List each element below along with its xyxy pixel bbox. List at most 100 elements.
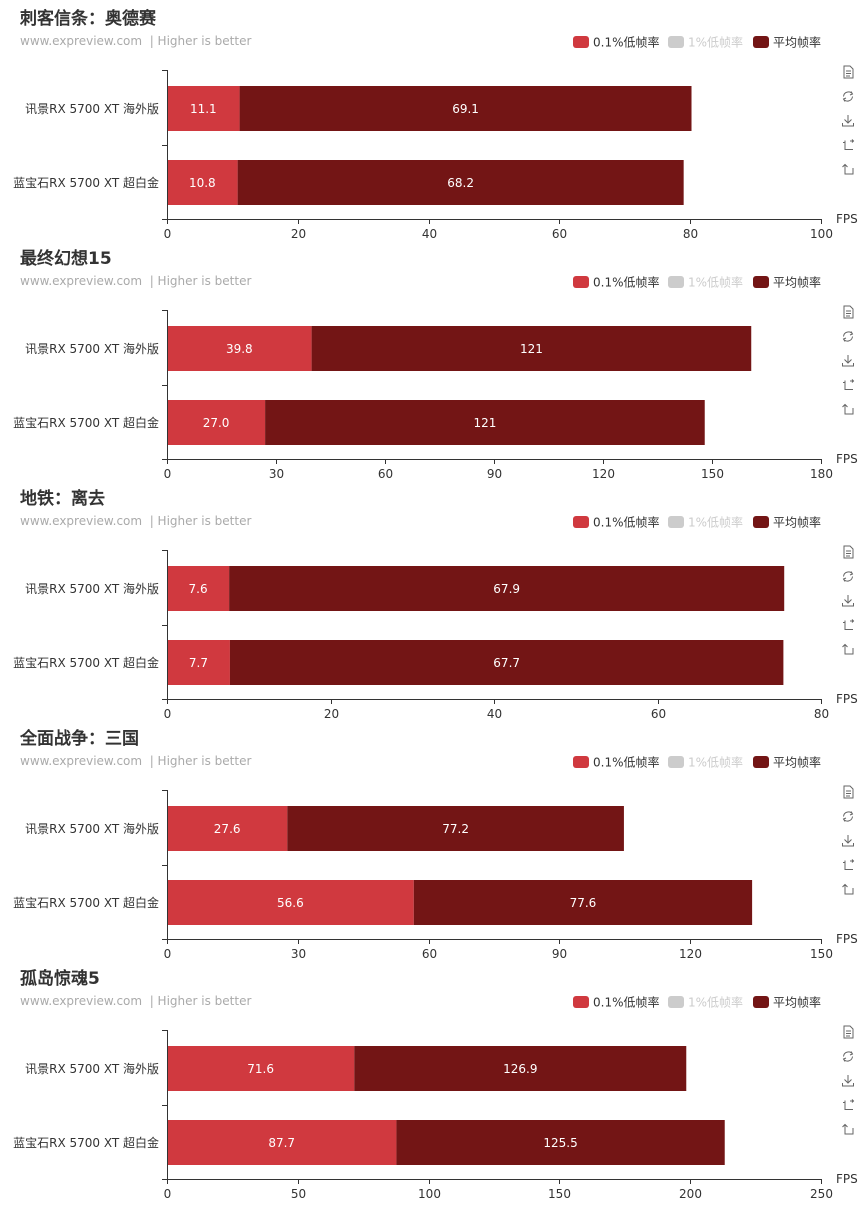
restore-icon[interactable]: [842, 331, 854, 342]
zoom-reset-icon[interactable]: [842, 403, 854, 415]
legend-item[interactable]: 0.1%低帧率: [573, 515, 660, 530]
legend-item[interactable]: 1%低帧率: [668, 35, 743, 50]
zoom-reset-icon[interactable]: [842, 163, 854, 175]
legend-item[interactable]: 平均帧率: [753, 995, 821, 1010]
zoom-icon[interactable]: [843, 1099, 855, 1110]
bar-value-label: 126.9: [503, 1062, 537, 1076]
bar-segment[interactable]: [229, 640, 784, 685]
data-view-icon[interactable]: [843, 1025, 854, 1039]
bar-segment[interactable]: [265, 400, 705, 445]
legend-item[interactable]: 平均帧率: [753, 35, 821, 50]
bar-segment[interactable]: [396, 1120, 725, 1165]
data-view-icon[interactable]: [843, 545, 854, 559]
bar-segment[interactable]: [167, 400, 266, 445]
restore-icon[interactable]: [842, 571, 854, 582]
legend-item[interactable]: 1%低帧率: [668, 755, 743, 770]
bar-value-label: 121: [473, 416, 496, 430]
bar-segment[interactable]: [354, 1046, 687, 1091]
bar-segment[interactable]: [167, 566, 230, 611]
x-tick-label: 150: [810, 947, 833, 960]
category-label: 蓝宝石RX 5700 XT 超白金: [13, 175, 159, 190]
bar-segment[interactable]: [167, 326, 312, 371]
legend-item[interactable]: 1%低帧率: [668, 995, 743, 1010]
bar-segment[interactable]: [229, 566, 785, 611]
x-tick-label: 60: [378, 467, 393, 480]
x-tick-label: 20: [324, 707, 339, 720]
bar-segment[interactable]: [237, 160, 684, 205]
legend: 0.1%低帧率 1%低帧率 平均帧率: [573, 755, 821, 770]
legend-item[interactable]: 平均帧率: [753, 755, 821, 770]
bar-segment[interactable]: [413, 880, 753, 925]
legend-label: 0.1%低帧率: [593, 275, 660, 290]
legend-label: 平均帧率: [773, 275, 821, 290]
bar-segment[interactable]: [167, 806, 288, 851]
legend-swatch: [753, 36, 769, 48]
x-tick-label: 80: [683, 227, 698, 240]
legend-swatch: [668, 756, 684, 768]
restore-icon[interactable]: [842, 91, 854, 102]
zoom-icon[interactable]: [843, 139, 855, 150]
legend-item[interactable]: 平均帧率: [753, 275, 821, 290]
chart-block: 地铁：离去 www.expreview.com | Higher is bette…: [0, 480, 865, 720]
legend-item[interactable]: 0.1%低帧率: [573, 275, 660, 290]
zoom-reset-icon[interactable]: [842, 643, 854, 655]
bar-value-label: 7.7: [189, 656, 208, 670]
bar-segment[interactable]: [167, 160, 238, 205]
legend-item[interactable]: 0.1%低帧率: [573, 35, 660, 50]
bar-segment[interactable]: [167, 86, 240, 131]
legend-item[interactable]: 平均帧率: [753, 515, 821, 530]
chart-title: 刺客信条：奥德赛: [20, 9, 156, 29]
x-tick-label: 60: [552, 227, 567, 240]
bar-segment[interactable]: [167, 640, 230, 685]
zoom-icon[interactable]: [843, 859, 855, 870]
download-icon[interactable]: [842, 1075, 854, 1087]
bar-value-label: 69.1: [452, 102, 479, 116]
chart-title: 全面战争：三国: [20, 729, 139, 749]
download-icon[interactable]: [842, 115, 854, 127]
legend: 0.1%低帧率 1%低帧率 平均帧率: [573, 515, 821, 530]
legend-item[interactable]: 0.1%低帧率: [573, 995, 660, 1010]
legend-item[interactable]: 1%低帧率: [668, 275, 743, 290]
zoom-icon[interactable]: [843, 379, 855, 390]
x-tick-label: 100: [418, 1187, 441, 1200]
legend-label: 1%低帧率: [688, 755, 743, 770]
legend-label: 0.1%低帧率: [593, 515, 660, 530]
bar-segment[interactable]: [311, 326, 752, 371]
bar-segment[interactable]: [239, 86, 692, 131]
legend-item[interactable]: 0.1%低帧率: [573, 755, 660, 770]
bar-segment[interactable]: [167, 1046, 355, 1091]
bar-value-label: 71.6: [247, 1062, 274, 1076]
legend-label: 0.1%低帧率: [593, 995, 660, 1010]
data-view-icon[interactable]: [843, 65, 854, 79]
bar-value-label: 87.7: [268, 1136, 295, 1150]
zoom-reset-icon[interactable]: [842, 883, 854, 895]
bar-segment[interactable]: [167, 880, 414, 925]
bar-segment[interactable]: [167, 1120, 397, 1165]
legend: 0.1%低帧率 1%低帧率 平均帧率: [573, 275, 821, 290]
chart-title: 地铁：离去: [20, 489, 105, 509]
toolbox: [842, 65, 855, 175]
x-tick-label: 90: [552, 947, 567, 960]
zoom-reset-icon[interactable]: [842, 1123, 854, 1135]
chart-block: 孤岛惊魂5 www.expreview.com | Higher is bette…: [0, 960, 865, 1200]
data-view-icon[interactable]: [843, 305, 854, 319]
bar-value-label: 67.9: [493, 582, 520, 596]
bar-segment[interactable]: [287, 806, 624, 851]
legend-label: 1%低帧率: [688, 995, 743, 1010]
download-icon[interactable]: [842, 595, 854, 607]
data-view-icon[interactable]: [843, 785, 854, 799]
x-tick-label: 50: [291, 1187, 306, 1200]
chart-block: 刺客信条：奥德赛 www.expreview.com | Higher is be…: [0, 0, 865, 240]
restore-icon[interactable]: [842, 811, 854, 822]
zoom-icon[interactable]: [843, 619, 855, 630]
download-icon[interactable]: [842, 835, 854, 847]
restore-icon[interactable]: [842, 1051, 854, 1062]
x-tick-label: 120: [679, 947, 702, 960]
legend-item[interactable]: 1%低帧率: [668, 515, 743, 530]
download-icon[interactable]: [842, 355, 854, 367]
x-axis-unit-label: FPS: [836, 1172, 858, 1186]
